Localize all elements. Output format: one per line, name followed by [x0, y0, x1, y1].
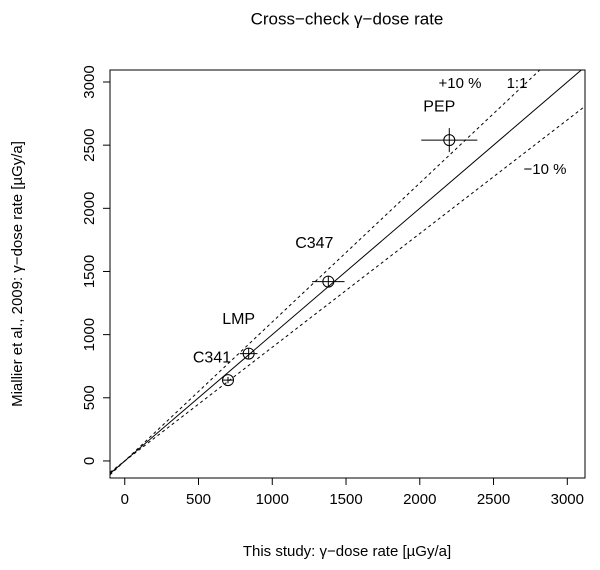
y-tick-label: 500 — [81, 385, 98, 410]
x-tick-label: 2000 — [403, 491, 436, 508]
point — [222, 374, 235, 387]
point — [242, 347, 255, 360]
x-tick-label: 1000 — [256, 491, 289, 508]
plot-frame — [109, 69, 586, 479]
y-tick-label: 1500 — [81, 255, 98, 288]
x-tick-label: 1500 — [329, 491, 362, 508]
y-tick-label: 1000 — [81, 318, 98, 351]
point-label: C347 — [295, 235, 333, 252]
x-axis-label: This study: γ−dose rate [µGy/a] — [243, 543, 451, 560]
y-axis-label: Miallier et al., 2009: γ−dose rate [µGy/… — [9, 141, 26, 407]
y-tick-label: 2500 — [81, 128, 98, 161]
y-tick-label: 0 — [81, 457, 98, 465]
line-label: +10 % — [439, 75, 482, 92]
point-label: LMP — [222, 311, 255, 328]
reference-line — [110, 105, 585, 473]
x-tick-label: 2500 — [477, 491, 510, 508]
x-tick-label: 0 — [121, 491, 129, 508]
point — [322, 275, 335, 288]
reference-line — [110, 70, 583, 474]
y-tick-label: 3000 — [81, 65, 98, 98]
line-label: −10 % — [524, 161, 567, 178]
point — [443, 134, 456, 147]
point-label: C341 — [193, 349, 231, 366]
x-tick-label: 3000 — [551, 491, 584, 508]
line-label: 1:1 — [507, 75, 528, 92]
reference-line — [110, 70, 541, 476]
point-label: PEP — [423, 98, 455, 115]
chart-title: Cross−check γ−dose rate — [251, 9, 444, 28]
y-tick-label: 2000 — [81, 192, 98, 225]
x-tick-label: 500 — [186, 491, 211, 508]
